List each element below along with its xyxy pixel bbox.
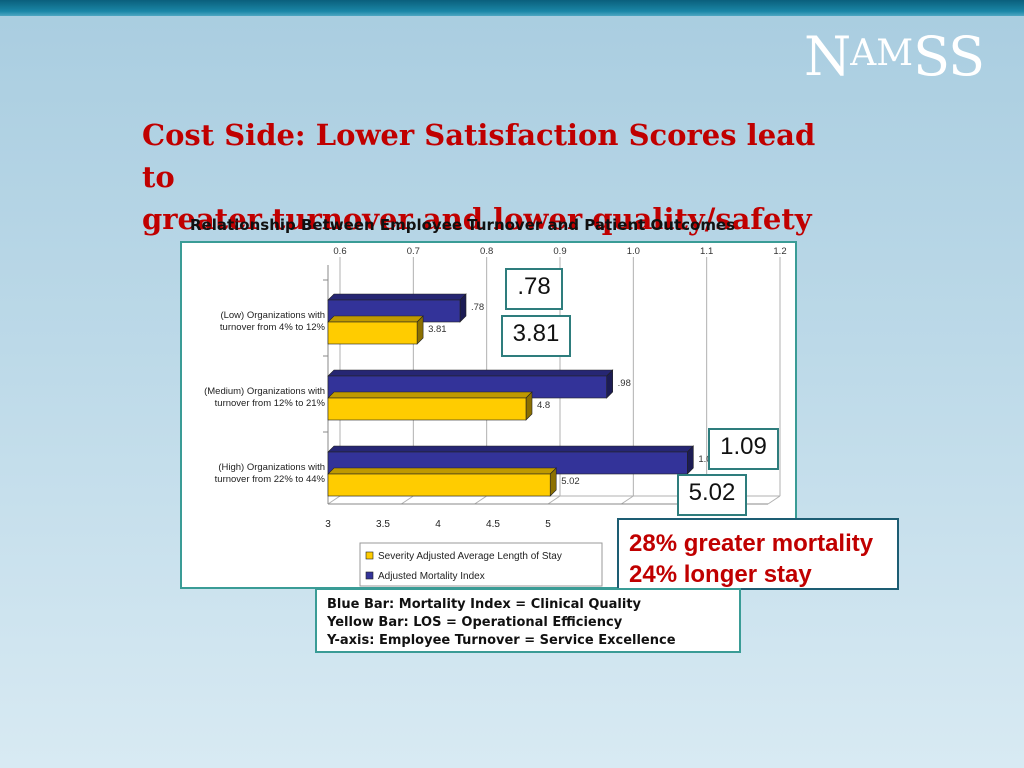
legend-swatch	[365, 571, 374, 580]
top-axis-tick-label: 0.7	[407, 246, 420, 257]
category-label: turnover from 4% to 12%	[220, 322, 326, 333]
note-y-axis: Y-axis: Employee Turnover = Service Exce…	[327, 633, 676, 648]
data-label: 1.09	[698, 454, 717, 465]
bottom-axis-tick-label: 5	[545, 519, 551, 530]
legend-swatch	[365, 551, 374, 560]
top-axis-tick-label: 1.1	[700, 246, 713, 257]
bottom-axis-tick-label: 3	[325, 519, 331, 530]
namss-logo: NAMSS	[804, 25, 985, 88]
data-label: 5.02	[561, 476, 580, 487]
summary-mortality: 28% greater mortality	[629, 530, 874, 557]
top-axis-tick-label: 0.9	[553, 246, 566, 257]
category-label: turnover from 22% to 44%	[215, 474, 326, 485]
chart-caption: Relationship Between Employee Turnover a…	[190, 216, 736, 234]
bar-top-face	[327, 369, 614, 377]
chart-legend	[359, 542, 603, 587]
top-accent-bar	[0, 0, 1024, 16]
data-label: .78	[471, 302, 484, 313]
callout-high-mortality: 1.09	[708, 428, 779, 470]
floor-gridline	[547, 495, 561, 505]
bar-top-face	[327, 391, 533, 399]
data-label: 3.81	[428, 324, 447, 335]
floor-gridline	[401, 495, 414, 505]
note-blue-bar: Blue Bar: Mortality Index = Clinical Qua…	[327, 597, 642, 612]
slide-title: Cost Side: Lower Satisfaction Scores lea…	[142, 114, 842, 240]
data-label: 4.8	[537, 400, 550, 411]
note-yellow-bar: Yellow Bar: LOS = Operational Efficiency	[327, 615, 623, 630]
bar-chart: 0.6 0.7 0.8 0.9 1.0 1.1 1.2 3 3.5 4 4.5 5 (Low) Orga…	[204, 246, 787, 587]
los-bar	[327, 473, 551, 497]
category-label: (Medium) Organizations with	[204, 386, 325, 397]
bar-top-face	[327, 445, 695, 453]
top-axis-tick-label: 1.2	[773, 246, 786, 257]
top-axis-tick-label: 1.0	[627, 246, 640, 257]
title-line-2: greater turnover and lower quality/safet…	[142, 202, 812, 236]
callout-low-mortality: .78	[505, 268, 563, 310]
data-label: .98	[618, 378, 631, 389]
callout-high-los: 5.02	[677, 474, 747, 516]
bottom-axis-tick-label: 4.5	[486, 519, 500, 530]
category-label: turnover from 12% to 21%	[215, 398, 326, 409]
title-line-1: Cost Side: Lower Satisfaction Scores lea…	[142, 118, 816, 194]
category-label: (Low) Organizations with	[220, 310, 325, 321]
legend-entry: Adjusted Mortality Index	[378, 571, 485, 582]
legend-entry: Severity Adjusted Average Length of Stay	[378, 551, 562, 562]
top-axis-tick-label: 0.6	[333, 246, 346, 257]
floor-gridline	[474, 495, 487, 505]
bar-meaning-notes: Blue Bar: Mortality Index = Clinical Qua…	[315, 588, 741, 653]
bottom-axis-tick-label: 3.5	[376, 519, 390, 530]
bar-top-face	[327, 293, 467, 301]
top-axis-tick-label: 0.8	[480, 246, 493, 257]
summary-box: 28% greater mortality 24% longer stay	[617, 518, 899, 590]
floor-gridline	[621, 495, 634, 505]
los-bar	[327, 321, 418, 345]
bottom-axis-tick-label: 4	[435, 519, 441, 530]
floor-gridline	[767, 495, 781, 505]
category-label: (High) Organizations with	[218, 462, 325, 473]
floor-gridline	[327, 495, 341, 505]
bar-top-face	[327, 467, 557, 475]
bar-top-face	[327, 315, 424, 323]
callout-low-los: 3.81	[501, 315, 571, 357]
summary-stay: 24% longer stay	[629, 561, 812, 588]
los-bar	[327, 397, 527, 421]
